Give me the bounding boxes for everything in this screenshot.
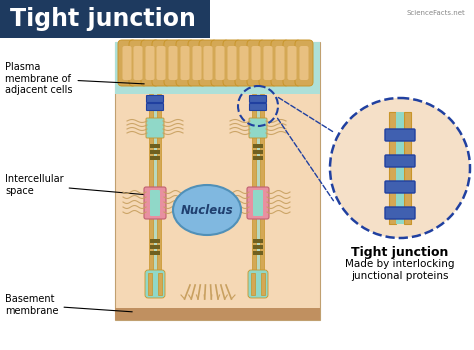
- FancyBboxPatch shape: [300, 46, 309, 80]
- Text: Intercellular
space: Intercellular space: [5, 174, 146, 196]
- FancyBboxPatch shape: [146, 96, 164, 103]
- FancyBboxPatch shape: [228, 46, 237, 80]
- FancyBboxPatch shape: [253, 144, 263, 148]
- Text: Basement
membrane: Basement membrane: [5, 294, 132, 316]
- FancyBboxPatch shape: [249, 118, 267, 138]
- FancyBboxPatch shape: [247, 40, 265, 86]
- FancyBboxPatch shape: [247, 187, 269, 219]
- FancyBboxPatch shape: [260, 94, 264, 290]
- FancyBboxPatch shape: [149, 94, 153, 290]
- FancyBboxPatch shape: [385, 129, 415, 141]
- FancyBboxPatch shape: [385, 155, 415, 167]
- Text: Plasma
membrane of
adjacent cells: Plasma membrane of adjacent cells: [5, 62, 144, 95]
- FancyBboxPatch shape: [146, 46, 155, 80]
- FancyBboxPatch shape: [199, 40, 217, 86]
- FancyBboxPatch shape: [150, 156, 160, 160]
- FancyBboxPatch shape: [389, 112, 396, 224]
- FancyBboxPatch shape: [211, 40, 229, 86]
- FancyBboxPatch shape: [150, 251, 160, 255]
- FancyBboxPatch shape: [249, 96, 266, 103]
- FancyBboxPatch shape: [181, 46, 190, 80]
- FancyBboxPatch shape: [192, 46, 201, 80]
- FancyBboxPatch shape: [252, 46, 261, 80]
- FancyBboxPatch shape: [261, 273, 265, 295]
- FancyBboxPatch shape: [118, 40, 136, 86]
- FancyBboxPatch shape: [146, 104, 164, 111]
- FancyBboxPatch shape: [129, 40, 147, 86]
- FancyBboxPatch shape: [275, 46, 284, 80]
- FancyBboxPatch shape: [253, 239, 263, 243]
- Text: Tight junction: Tight junction: [10, 7, 196, 31]
- FancyBboxPatch shape: [164, 40, 182, 86]
- FancyBboxPatch shape: [148, 273, 152, 295]
- FancyBboxPatch shape: [115, 42, 320, 320]
- Text: Tight junction: Tight junction: [351, 246, 449, 259]
- FancyBboxPatch shape: [249, 104, 266, 111]
- FancyBboxPatch shape: [253, 245, 263, 249]
- FancyBboxPatch shape: [141, 40, 159, 86]
- FancyBboxPatch shape: [145, 270, 165, 298]
- FancyBboxPatch shape: [156, 46, 165, 80]
- FancyBboxPatch shape: [150, 239, 160, 243]
- FancyBboxPatch shape: [144, 187, 166, 219]
- FancyBboxPatch shape: [288, 46, 297, 80]
- FancyBboxPatch shape: [158, 273, 162, 295]
- Text: Made by interlocking
junctional proteins: Made by interlocking junctional proteins: [345, 259, 455, 281]
- FancyBboxPatch shape: [235, 40, 253, 86]
- FancyBboxPatch shape: [188, 40, 206, 86]
- FancyBboxPatch shape: [295, 40, 313, 86]
- FancyBboxPatch shape: [259, 40, 277, 86]
- FancyBboxPatch shape: [115, 42, 320, 94]
- FancyBboxPatch shape: [396, 112, 404, 224]
- FancyBboxPatch shape: [0, 0, 210, 38]
- FancyBboxPatch shape: [239, 46, 248, 80]
- FancyBboxPatch shape: [223, 40, 241, 86]
- Text: Nucleus: Nucleus: [181, 203, 233, 217]
- FancyBboxPatch shape: [115, 308, 320, 320]
- FancyBboxPatch shape: [203, 46, 212, 80]
- FancyBboxPatch shape: [168, 46, 177, 80]
- FancyBboxPatch shape: [150, 144, 160, 148]
- FancyBboxPatch shape: [150, 190, 160, 216]
- FancyBboxPatch shape: [256, 94, 261, 290]
- FancyBboxPatch shape: [253, 156, 263, 160]
- Circle shape: [330, 98, 470, 238]
- FancyBboxPatch shape: [283, 40, 301, 86]
- FancyBboxPatch shape: [253, 251, 263, 255]
- FancyBboxPatch shape: [253, 150, 263, 154]
- FancyBboxPatch shape: [150, 150, 160, 154]
- FancyBboxPatch shape: [271, 40, 289, 86]
- FancyBboxPatch shape: [253, 190, 263, 216]
- FancyBboxPatch shape: [248, 270, 268, 298]
- FancyBboxPatch shape: [251, 273, 255, 295]
- FancyBboxPatch shape: [385, 181, 415, 193]
- FancyBboxPatch shape: [122, 46, 131, 80]
- FancyBboxPatch shape: [152, 40, 170, 86]
- FancyBboxPatch shape: [216, 46, 225, 80]
- FancyBboxPatch shape: [153, 94, 158, 290]
- FancyBboxPatch shape: [176, 40, 194, 86]
- FancyBboxPatch shape: [404, 112, 411, 224]
- FancyBboxPatch shape: [134, 46, 143, 80]
- Ellipse shape: [173, 185, 241, 235]
- Text: ScienceFacts.net: ScienceFacts.net: [406, 10, 465, 16]
- FancyBboxPatch shape: [157, 94, 161, 290]
- FancyBboxPatch shape: [385, 207, 415, 219]
- FancyBboxPatch shape: [264, 46, 273, 80]
- FancyBboxPatch shape: [146, 118, 164, 138]
- FancyBboxPatch shape: [150, 245, 160, 249]
- FancyBboxPatch shape: [252, 94, 256, 290]
